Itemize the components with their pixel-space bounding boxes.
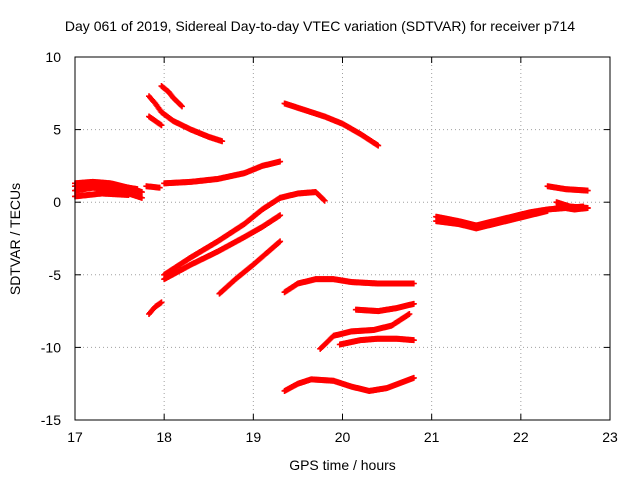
x-tick-label: 19: [246, 429, 262, 445]
data-point: [138, 189, 145, 196]
grid-lines: [75, 57, 610, 420]
data-point: [178, 102, 185, 109]
axis-ticks: 17 18 19 20 21 22 23 -15 -10 -5 0 5 10: [41, 49, 618, 445]
series-arc-13: [277, 189, 328, 204]
data-point: [158, 299, 165, 306]
data-point: [276, 239, 283, 246]
data-point: [410, 374, 417, 381]
data-point: [125, 191, 132, 198]
data-point: [406, 311, 413, 318]
series-arc-19: [317, 311, 413, 352]
x-tick-label: 21: [424, 429, 440, 445]
x-tick-label: 23: [602, 429, 618, 445]
data-point: [375, 142, 382, 149]
x-axis-label: GPS time / hours: [289, 457, 396, 473]
chart-title: Day 061 of 2019, Sidereal Day-to-day VTE…: [64, 18, 576, 34]
series-arc-04: [72, 181, 141, 193]
series-arc-15: [146, 299, 165, 318]
series-arc-08: [158, 83, 185, 110]
y-tick-label: -10: [41, 339, 61, 355]
series-arc-18: [352, 300, 417, 315]
data-point: [179, 103, 185, 110]
series-arc-11: [161, 194, 284, 278]
data-point: [156, 184, 163, 191]
series-arc-07: [146, 113, 165, 129]
data-point: [277, 238, 284, 245]
x-tick-label: 20: [335, 429, 351, 445]
data-point: [138, 194, 145, 201]
data-point: [410, 337, 417, 344]
series-arc-14: [216, 238, 284, 297]
series-arc-10: [161, 158, 284, 187]
series-arc-21: [281, 374, 417, 394]
series-arc-03: [72, 190, 132, 200]
x-tick-label: 22: [513, 429, 529, 445]
series-arc-05: [143, 183, 163, 191]
data-point: [410, 280, 417, 287]
data-point: [134, 186, 141, 193]
data-point: [321, 197, 328, 204]
series-arc-12: [161, 212, 284, 283]
data-point: [410, 300, 417, 307]
y-tick-label: 5: [53, 122, 61, 138]
y-tick-label: 0: [53, 194, 61, 210]
series-arc-16: [281, 100, 382, 149]
data-point: [219, 138, 226, 145]
series-arc-26: [553, 203, 591, 213]
x-tick-label: 18: [156, 429, 172, 445]
data-point: [277, 212, 284, 219]
data-point: [584, 187, 591, 194]
x-tick-label: 17: [67, 429, 83, 445]
y-tick-label: -5: [49, 267, 62, 283]
series-arc-23: [433, 207, 551, 232]
data-point: [158, 122, 165, 129]
data-point: [277, 158, 284, 165]
y-tick-label: -15: [41, 412, 61, 428]
y-tick-label: 10: [45, 49, 61, 65]
data-point: [320, 196, 327, 203]
series-arc-17: [281, 276, 417, 296]
series-arc-20: [336, 335, 417, 348]
data-point: [584, 205, 591, 212]
data-point: [544, 207, 551, 214]
series-arc-09: [158, 109, 226, 145]
data-points: [72, 83, 591, 394]
series-arc-24: [544, 183, 591, 194]
